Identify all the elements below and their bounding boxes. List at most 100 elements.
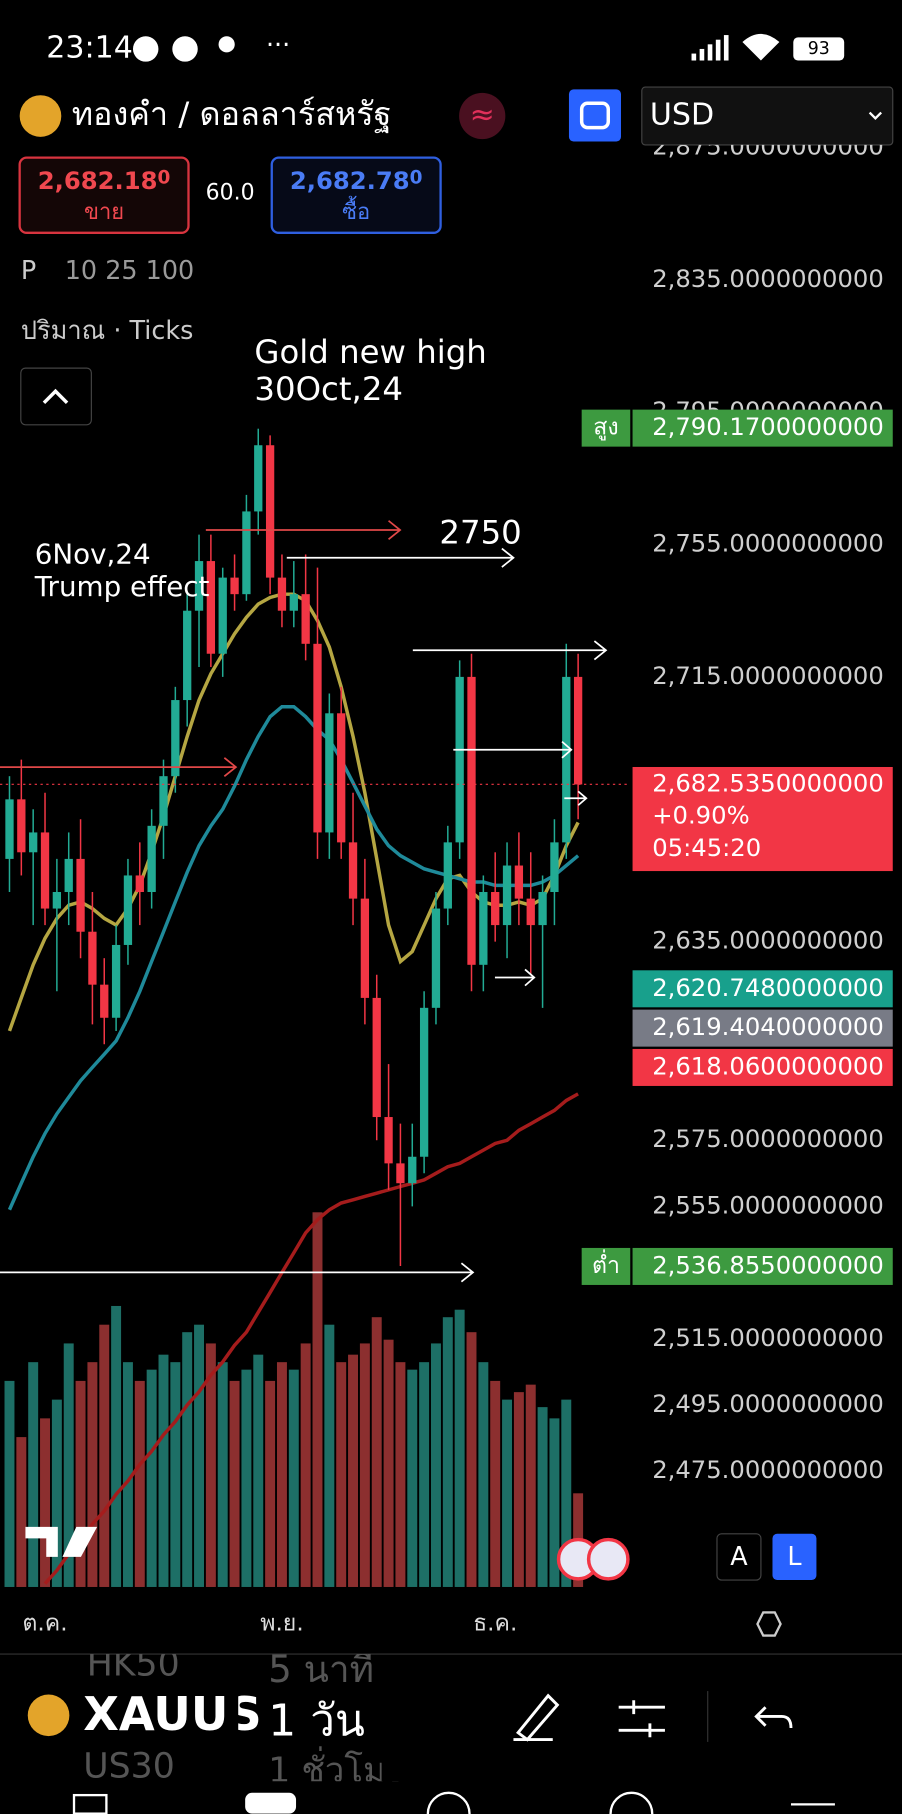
candle-body — [40, 832, 50, 909]
candle-body — [348, 842, 358, 899]
y-tick-label: 2,515.0000000000 — [652, 1323, 884, 1352]
sell-button[interactable] — [18, 156, 190, 234]
candle-body — [147, 825, 156, 893]
draw-tool-icon[interactable] — [513, 1693, 560, 1742]
price-tag — [632, 1247, 893, 1285]
y-tick-label: 2,495.0000000000 — [652, 1389, 884, 1418]
volume-bar — [537, 1407, 548, 1587]
volume-bar — [525, 1384, 536, 1587]
candle-body — [17, 799, 26, 853]
symbol-option[interactable]: HK50 — [87, 1645, 180, 1685]
interval-option[interactable]: 5 นาที — [268, 1648, 374, 1691]
buy-label: ซื้อ — [342, 196, 370, 225]
buy-price: 2,682.780 — [290, 166, 423, 195]
candle-body — [502, 865, 512, 926]
candle-body — [396, 1163, 405, 1184]
y-tick-label: 2,835.0000000000 — [652, 264, 884, 293]
settings-icon[interactable] — [756, 1611, 782, 1637]
auto-scale-button[interactable] — [716, 1533, 762, 1581]
annotation: Gold new high — [254, 333, 486, 371]
price-tags: 2,790.1700000000 สูง 2,682.5350000000 +0.90… — [581, 409, 893, 1285]
arrow-drawing — [494, 968, 536, 987]
auto-scale-label: A — [730, 1541, 748, 1571]
candle-body — [301, 594, 310, 644]
currency: USD — [650, 98, 714, 133]
volume-bar — [513, 1392, 524, 1587]
price-tag-label: สูง — [593, 415, 618, 441]
collapse-button[interactable] — [20, 367, 92, 426]
annotation: 30Oct,24 — [254, 370, 403, 408]
volume-bar — [549, 1418, 560, 1587]
volume-bar — [205, 1343, 216, 1587]
candle-body — [431, 908, 441, 1008]
volume-bar — [561, 1399, 572, 1587]
y-tick-label: 2,875.0000000000 — [652, 131, 884, 160]
more-icon: ··· — [266, 30, 290, 60]
candle-body — [562, 676, 571, 843]
candle-body — [194, 561, 204, 611]
volume-bar — [490, 1380, 501, 1587]
candle-body — [408, 1156, 417, 1184]
candle-body — [242, 511, 251, 595]
y-tick-label: 2,715.0000000000 — [652, 661, 884, 690]
x-tick-label: พ.ย. — [260, 1610, 303, 1636]
indicators-icon[interactable] — [618, 1700, 665, 1738]
candle-body — [183, 610, 192, 701]
candle-body — [479, 892, 488, 965]
buy-button[interactable] — [270, 156, 442, 234]
currency-select[interactable] — [641, 86, 894, 146]
y-tick-label: 2,755.0000000000 — [652, 529, 884, 558]
candle-body — [538, 892, 547, 926]
nav-icon[interactable] — [245, 1792, 297, 1814]
signal-icon — [691, 35, 729, 61]
interval-option[interactable]: 1 ชั่วโมง — [268, 1746, 403, 1791]
drawings — [0, 520, 608, 1283]
event-flag[interactable] — [586, 1537, 630, 1581]
candle-body — [159, 776, 168, 826]
arrow-drawing — [412, 640, 608, 661]
volume-bar — [383, 1339, 394, 1587]
y-tick-label: 2,635.0000000000 — [652, 926, 884, 955]
annotation: 6Nov,24 — [35, 537, 151, 570]
arrow-drawing — [453, 740, 573, 759]
y-tick-label: 2,555.0000000000 — [652, 1190, 884, 1219]
mask — [226, 1665, 239, 1782]
price-axis: 2,875.00000000002,835.00000000002,795.00… — [652, 131, 884, 1484]
symbol-option[interactable]: US30 — [83, 1746, 175, 1786]
compare-icon — [579, 101, 611, 130]
symbol-name[interactable]: ทองคำ / ดอลลาร์สหรัฐ — [72, 95, 392, 134]
compare-button[interactable] — [568, 89, 621, 142]
candle-body — [455, 676, 464, 843]
ma-label: P — [21, 255, 36, 285]
signal-badge[interactable] — [459, 92, 506, 140]
log-scale-button[interactable] — [772, 1533, 817, 1581]
sell-label: ขาย — [84, 200, 124, 225]
spread: 60.0 — [206, 180, 255, 205]
countdown: 05:45:20 — [652, 833, 761, 862]
undo-icon[interactable] — [754, 1706, 793, 1729]
mask — [381, 1656, 498, 1782]
price-tag-text: 2,682.5350000000 — [652, 768, 884, 797]
status-time: 23:14 — [46, 30, 133, 65]
person-icon — [218, 36, 235, 53]
volume-bar — [182, 1332, 193, 1587]
price-tag — [632, 970, 893, 1008]
price-tag — [632, 409, 893, 447]
volume-bar — [217, 1362, 228, 1587]
annotation: 2750 — [439, 514, 521, 552]
wifi-icon — [742, 33, 780, 61]
volume-bar — [99, 1324, 110, 1587]
volume-bar — [348, 1354, 359, 1587]
volume-bar — [75, 1380, 86, 1587]
volume-bar — [478, 1362, 489, 1587]
volume-bar — [134, 1380, 145, 1587]
candle-body — [443, 842, 452, 909]
candle-body — [325, 713, 334, 833]
gold-icon — [19, 95, 62, 137]
volume-bar — [40, 1418, 50, 1587]
interval-option[interactable]: 1 วัน — [268, 1695, 365, 1746]
volume-bar — [442, 1317, 453, 1587]
candle-body — [337, 713, 346, 843]
candle-body — [277, 577, 287, 611]
arrow-drawing — [0, 1262, 475, 1283]
